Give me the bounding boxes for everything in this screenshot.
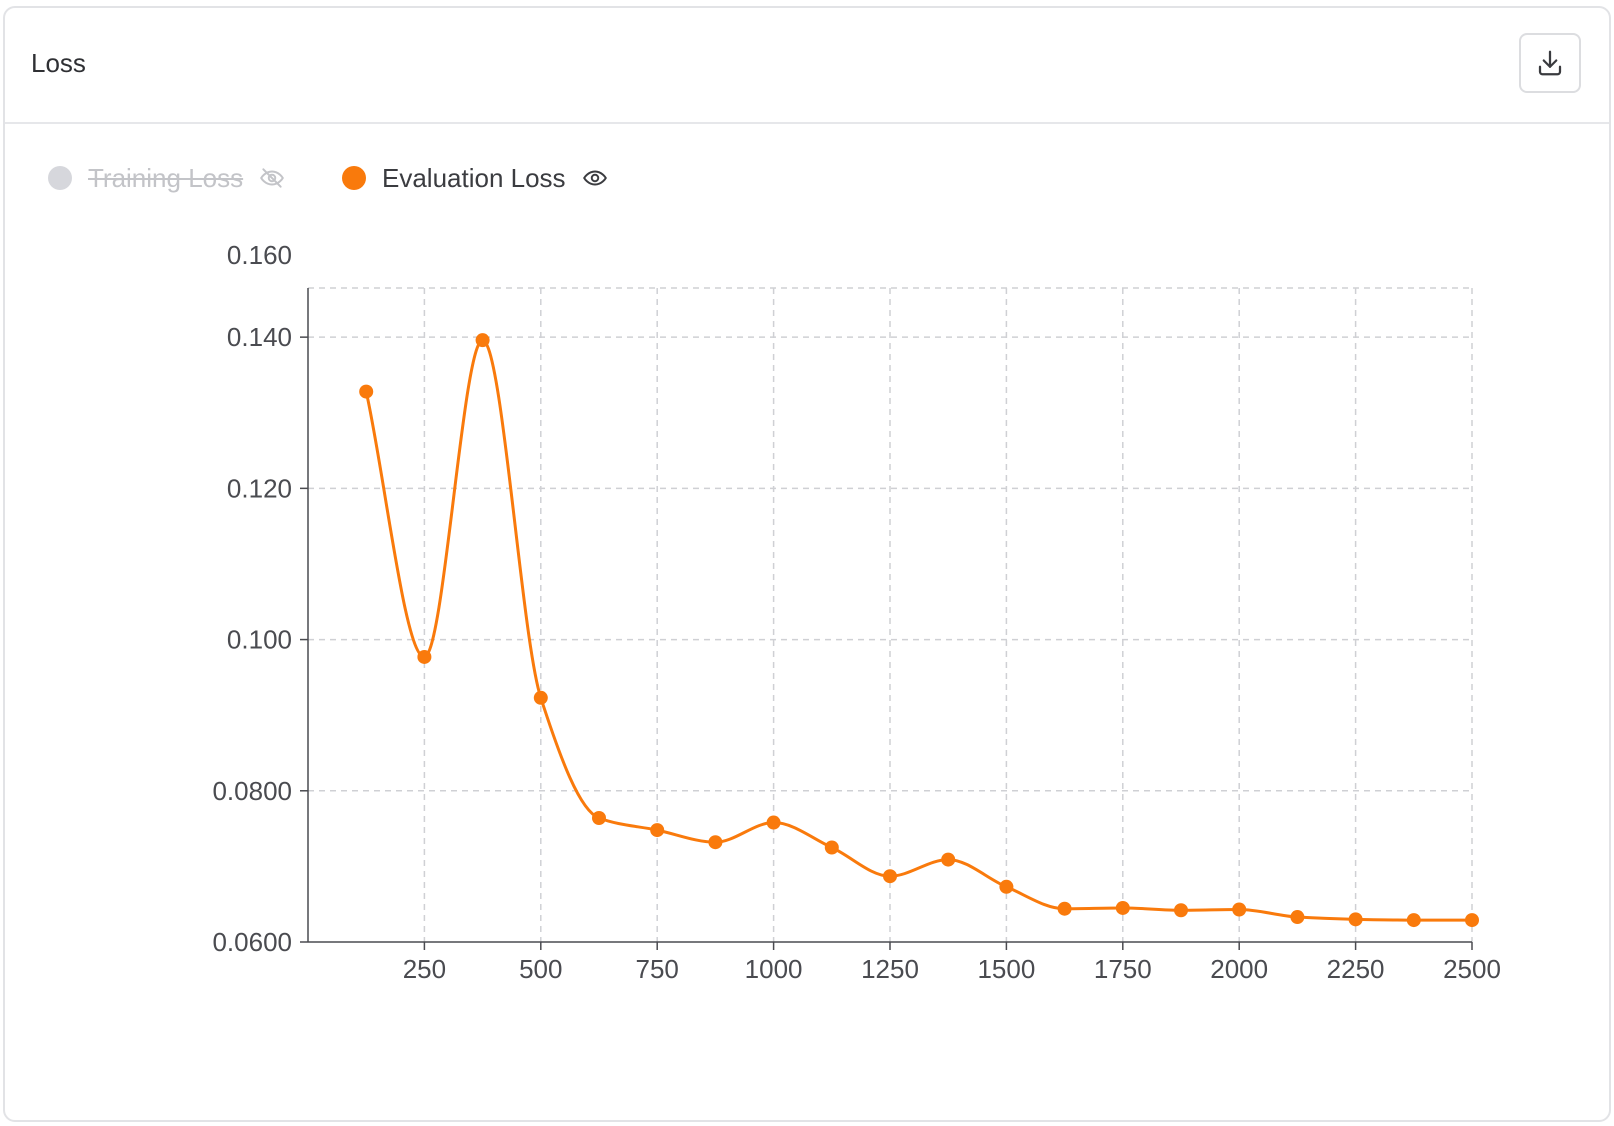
data-point bbox=[941, 852, 956, 867]
data-point bbox=[592, 811, 606, 826]
x-tick-label: 1750 bbox=[1094, 954, 1152, 984]
legend-dot-evaluation-loss bbox=[342, 166, 366, 190]
x-tick-label: 2500 bbox=[1443, 954, 1501, 984]
data-point bbox=[766, 815, 781, 830]
x-tick-label: 250 bbox=[403, 954, 446, 984]
series-line-evaluation-loss bbox=[364, 338, 1472, 922]
x-tick-label: 750 bbox=[636, 954, 679, 984]
data-point bbox=[359, 384, 374, 399]
x-tick-label: 1500 bbox=[977, 954, 1035, 984]
x-tick-label: 1000 bbox=[745, 954, 803, 984]
eye-icon[interactable] bbox=[582, 165, 608, 191]
legend-item-training-loss[interactable]: Training Loss bbox=[48, 158, 285, 198]
data-point bbox=[1174, 903, 1188, 918]
download-icon bbox=[1538, 50, 1562, 76]
legend-label-training-loss: Training Loss bbox=[88, 162, 244, 193]
data-point bbox=[1232, 902, 1247, 917]
data-point bbox=[417, 649, 432, 664]
y-tick-label: 0.100 bbox=[227, 625, 292, 655]
data-point bbox=[708, 835, 723, 850]
y-tick-label: 0.160 bbox=[227, 240, 292, 270]
y-tick-label: 0.0600 bbox=[212, 927, 292, 957]
data-point bbox=[999, 879, 1014, 894]
data-point bbox=[883, 869, 897, 884]
y-tick-label: 0.120 bbox=[227, 473, 292, 503]
legend-dot-training-loss bbox=[48, 166, 72, 190]
x-tick-label: 500 bbox=[519, 954, 562, 984]
data-point bbox=[1406, 913, 1421, 928]
y-tick-label: 0.140 bbox=[227, 322, 292, 352]
data-point bbox=[475, 333, 490, 348]
eye-off-icon[interactable] bbox=[259, 165, 285, 191]
loss-chart-card: Loss bbox=[3, 6, 1611, 1122]
x-tick-label: 2250 bbox=[1327, 954, 1385, 984]
data-point bbox=[1290, 910, 1305, 925]
card-header: Loss bbox=[5, 8, 1609, 124]
download-button[interactable] bbox=[1519, 33, 1581, 93]
data-point bbox=[1348, 912, 1363, 927]
x-tick-label: 1250 bbox=[861, 954, 919, 984]
legend-item-evaluation-loss[interactable]: Evaluation Loss bbox=[342, 158, 608, 198]
data-point bbox=[824, 840, 839, 855]
data-point bbox=[1057, 901, 1072, 916]
card-title: Loss bbox=[31, 48, 86, 78]
legend-label-evaluation-loss: Evaluation Loss bbox=[382, 162, 566, 193]
y-tick-label: 0.0800 bbox=[212, 776, 292, 806]
data-point bbox=[1115, 900, 1130, 915]
data-point bbox=[533, 690, 548, 705]
x-tick-label: 2000 bbox=[1210, 954, 1268, 984]
data-point bbox=[1465, 913, 1479, 928]
data-point bbox=[650, 823, 665, 838]
